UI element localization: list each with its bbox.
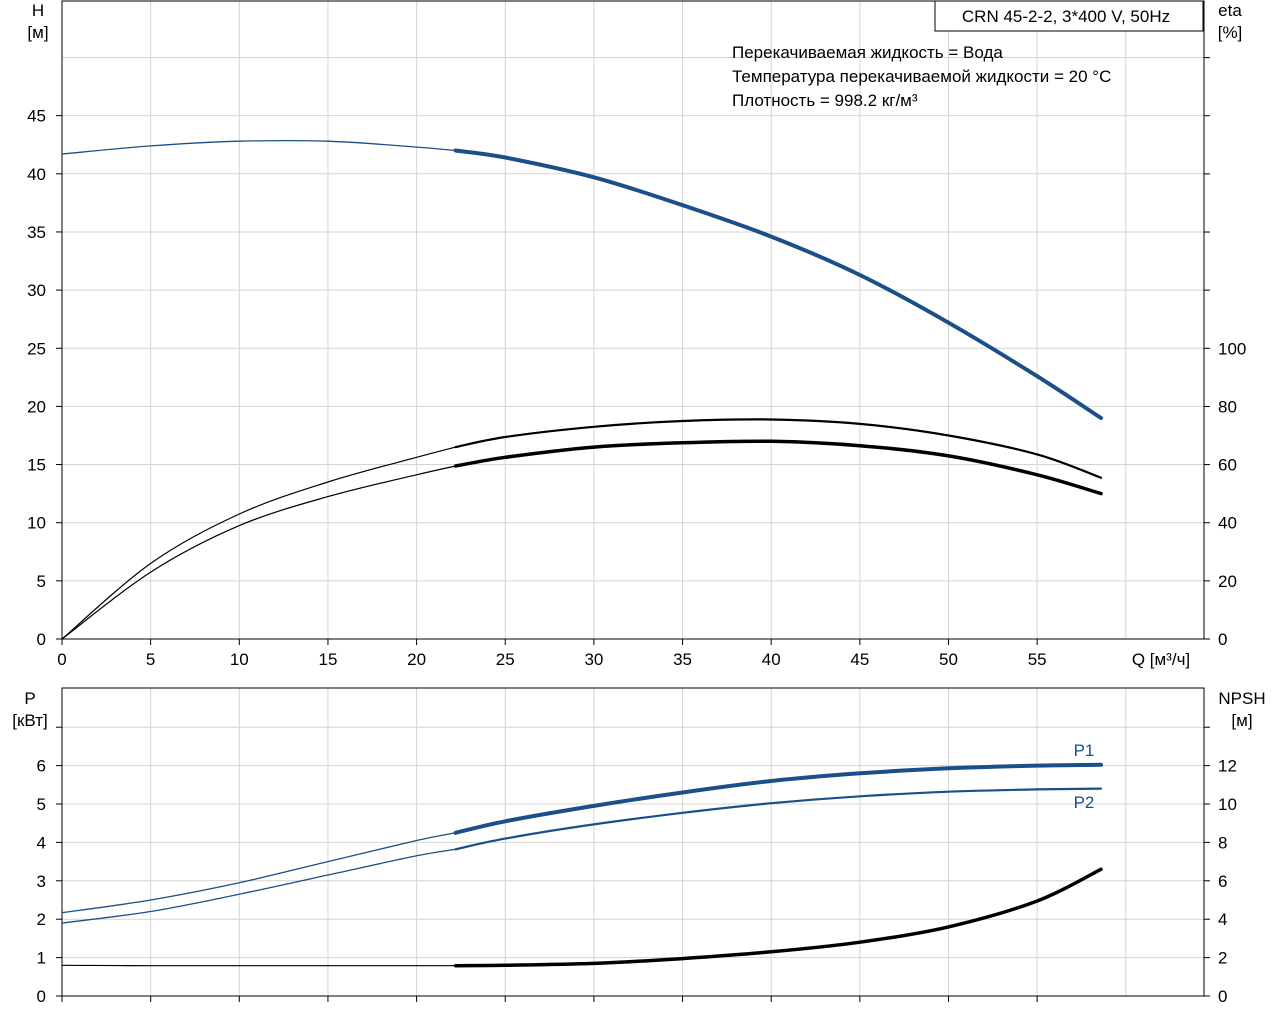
efficiency-lower-curve-bold <box>453 439 1103 496</box>
power-axis-symbol: P <box>24 689 35 708</box>
y-right-tick-label: 60 <box>1218 456 1237 475</box>
p1-series-label: P1 <box>1074 741 1095 760</box>
npsh-curve-bold <box>453 867 1103 968</box>
info-liquid: Перекачиваемая жидкость = Вода <box>732 43 1003 62</box>
p1-curve-bold <box>453 762 1103 835</box>
power-tick-label: 2 <box>37 910 46 929</box>
npsh-axis-unit: [м] <box>1231 711 1252 730</box>
efficiency-upper-curve-bold <box>454 418 1103 479</box>
top-plot-frame <box>61 0 1205 640</box>
npsh-tick-label: 4 <box>1218 910 1227 929</box>
y-right-label-unit: [%] <box>1218 23 1243 42</box>
y-left-tick-label: 15 <box>27 456 46 475</box>
power-tick-label: 6 <box>37 757 46 776</box>
y-left-tick-label: 20 <box>27 397 46 416</box>
x-tick-label: 50 <box>939 650 958 669</box>
info-temperature: Температура перекачиваемой жидкости = 20… <box>732 67 1111 86</box>
y-left-tick-label: 45 <box>27 107 46 126</box>
y-left-tick-label: 10 <box>27 514 46 533</box>
npsh-axis-symbol: NPSH <box>1218 689 1265 708</box>
model-label: CRN 45-2-2, 3*400 V, 50Hz <box>962 7 1170 26</box>
head-efficiency-panel: 0 5 10 15 20 25 30 35 40 45 50 55 0 5 10 15 20 25 30 35 40 45… <box>27 0 1246 669</box>
y-right-tick-label: 100 <box>1218 339 1246 358</box>
npsh-tick-label: 12 <box>1218 757 1237 776</box>
npsh-tick-label: 2 <box>1218 949 1227 968</box>
y-right-tick-label: 40 <box>1218 514 1237 533</box>
y-left-label-unit: [м] <box>27 23 48 42</box>
y-left-tick-label: 25 <box>27 339 46 358</box>
y-left-tick-label: 5 <box>37 572 46 591</box>
x-tick-label: 40 <box>762 650 781 669</box>
x-tick-label: 10 <box>230 650 249 669</box>
p2-curve-bold <box>454 787 1103 851</box>
y-left-tick-label: 40 <box>27 165 46 184</box>
power-tick-label: 3 <box>37 872 46 891</box>
x-tick-label: 25 <box>496 650 515 669</box>
model-label-box <box>934 0 1204 32</box>
info-density: Плотность = 998.2 кг/м³ <box>732 91 918 110</box>
y-left-tick-label: 0 <box>37 630 46 649</box>
power-tick-label: 4 <box>37 833 46 852</box>
npsh-tick-label: 8 <box>1218 833 1227 852</box>
y-right-tick-label: 0 <box>1218 630 1227 649</box>
bottom-grid <box>62 688 1204 996</box>
x-tick-label: 30 <box>584 650 603 669</box>
power-axis-unit: [кВт] <box>12 711 47 730</box>
y-right-tick-label: 80 <box>1218 397 1237 416</box>
npsh-tick-label: 6 <box>1218 872 1227 891</box>
power-tick-label: 0 <box>37 987 46 1006</box>
x-tick-label: 35 <box>673 650 692 669</box>
y-right-tick-label: 20 <box>1218 572 1237 591</box>
bottom-curves <box>61 762 1103 968</box>
x-tick-label: 45 <box>850 650 869 669</box>
head-curve-thin <box>61 139 456 155</box>
p1-curve-thin <box>61 832 456 914</box>
top-grid <box>62 1 1204 639</box>
efficiency-lower-curve-thin <box>61 465 456 640</box>
y-right-label-symbol: eta <box>1218 1 1242 20</box>
efficiency-upper-curve-thin <box>61 446 456 640</box>
p2-curve-thin <box>61 848 456 924</box>
power-tick-label: 5 <box>37 795 46 814</box>
p2-series-label: P2 <box>1074 793 1095 812</box>
npsh-tick-label: 10 <box>1218 795 1237 814</box>
npsh-tick-label: 0 <box>1218 987 1227 1006</box>
top-curves <box>61 139 1103 640</box>
y-left-tick-label: 35 <box>27 223 46 242</box>
x-tick-label: 15 <box>318 650 337 669</box>
x-tick-label: 5 <box>146 650 155 669</box>
x-tick-label: 55 <box>1028 650 1047 669</box>
top-axis-ticks: 0 5 10 15 20 25 30 35 40 45 50 55 0 5 10 15 20 25 30 35 40 45… <box>27 57 1246 669</box>
y-left-label-symbol: H <box>32 1 44 20</box>
x-tick-label: 20 <box>407 650 426 669</box>
x-axis-label: Q [м³/ч] <box>1132 650 1190 669</box>
head-curve-bold <box>453 148 1103 420</box>
power-tick-label: 1 <box>37 949 46 968</box>
y-left-tick-label: 30 <box>27 281 46 300</box>
x-tick-label: 0 <box>57 650 66 669</box>
